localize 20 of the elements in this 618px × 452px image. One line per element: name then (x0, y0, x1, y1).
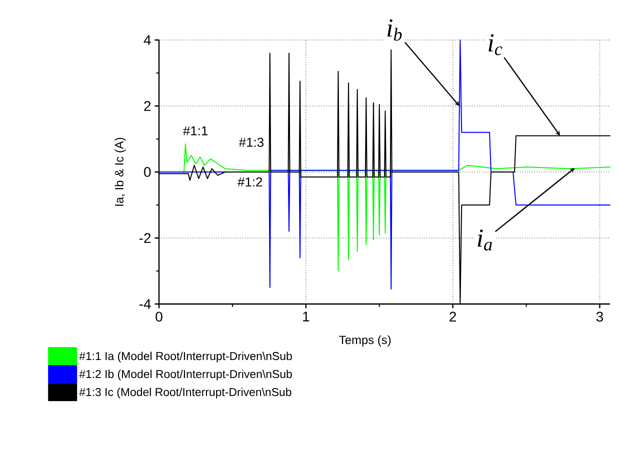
y-tick-label: -4 (139, 299, 151, 309)
y-tick-label: 4 (144, 35, 151, 45)
y-axis-title: Ia, Ib & Ic (A) (114, 138, 126, 206)
annotation: i$_{c}$ (488, 34, 502, 56)
y-tick-label: 0 (144, 167, 151, 177)
annotation: #1:1 (182, 126, 208, 136)
y-tick-label: 2 (144, 101, 151, 111)
legend-label: #1:3 Ic (Model Root/Interrupt-Driven\nSub (79, 388, 292, 398)
x-tick-label: 0 (156, 312, 162, 322)
legend-label: #1:1 Ia (Model Root/Interrupt-Driven\nSub (79, 352, 292, 362)
annotation: i$_{a}$ (478, 230, 492, 251)
x-tick-label: 2 (450, 312, 456, 322)
x-tick-label: 3 (596, 312, 603, 322)
legend-label: #1:2 Ib (Model Root/Interrupt-Driven\nSub (79, 370, 292, 380)
x-tick-label: 1 (303, 312, 310, 322)
y-tick-label: -2 (139, 233, 151, 243)
annotation: #1:3 (238, 138, 264, 147)
x-axis-title: Temps (s) (339, 335, 391, 347)
annotation: #1:2 (238, 177, 262, 186)
annotation: i$_{b}$ (387, 19, 402, 41)
